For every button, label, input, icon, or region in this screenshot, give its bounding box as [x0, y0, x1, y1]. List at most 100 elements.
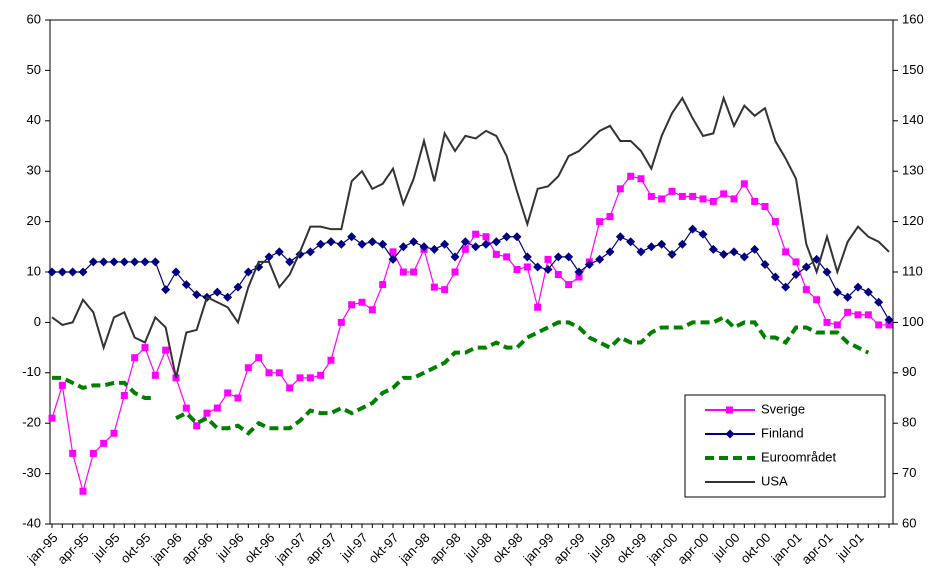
marker: [68, 267, 78, 277]
marker: [410, 268, 418, 276]
marker: [565, 281, 573, 289]
marker: [317, 371, 325, 379]
marker: [233, 282, 243, 292]
y2-tick-label: 160: [902, 11, 924, 26]
y-tick-label: 40: [27, 112, 41, 127]
marker: [719, 249, 729, 259]
marker: [844, 308, 852, 316]
marker: [78, 267, 88, 277]
marker: [399, 268, 407, 276]
x-tick-label: okt-99: [613, 530, 649, 566]
marker: [874, 297, 884, 307]
x-tick-label: apr-96: [178, 530, 215, 567]
marker: [668, 187, 676, 195]
marker: [203, 409, 211, 417]
marker: [760, 259, 770, 269]
x-tick-label: jan-00: [644, 530, 681, 567]
marker: [781, 282, 791, 292]
marker: [430, 283, 438, 291]
marker: [471, 242, 481, 252]
marker: [367, 237, 377, 247]
marker: [543, 264, 553, 274]
marker: [751, 197, 759, 205]
marker: [326, 237, 336, 247]
marker: [337, 318, 345, 326]
marker: [306, 374, 314, 382]
marker: [637, 175, 645, 183]
marker: [491, 237, 501, 247]
marker: [441, 286, 449, 294]
x-tick-label: okt-96: [241, 530, 277, 566]
y2-tick-label: 70: [902, 465, 916, 480]
legend-marker: [726, 406, 733, 414]
y-tick-label: -10: [22, 364, 41, 379]
marker: [739, 252, 749, 262]
marker: [627, 172, 635, 180]
marker: [451, 268, 459, 276]
marker: [48, 414, 56, 422]
marker: [833, 321, 841, 329]
marker: [554, 271, 562, 279]
marker: [854, 311, 862, 319]
marker: [791, 270, 801, 280]
y-tick-label: -40: [22, 515, 41, 530]
marker: [234, 394, 242, 402]
y2-tick-label: 110: [902, 263, 923, 278]
x-tick-label: okt-97: [365, 530, 401, 566]
marker: [884, 315, 894, 325]
marker: [58, 381, 66, 389]
marker: [667, 249, 677, 259]
marker: [193, 422, 201, 430]
marker: [296, 374, 304, 382]
marker: [720, 190, 728, 198]
x-tick-label: jan-97: [272, 530, 309, 567]
marker: [657, 239, 667, 249]
marker: [109, 257, 119, 267]
x-tick-label: jan-95: [24, 530, 61, 567]
marker: [99, 257, 109, 267]
marker: [378, 239, 388, 249]
marker: [802, 286, 810, 294]
marker: [255, 354, 263, 362]
marker: [761, 202, 769, 210]
legend-label: Sverige: [761, 401, 805, 416]
marker: [368, 306, 376, 314]
marker: [450, 252, 460, 262]
marker: [512, 232, 522, 242]
marker: [47, 267, 57, 277]
series-line: [51, 94, 890, 379]
x-tick-label: apr-99: [550, 530, 587, 567]
marker: [606, 213, 614, 221]
y2-tick-label: 140: [902, 112, 924, 127]
marker: [265, 369, 273, 377]
marker: [181, 280, 191, 290]
marker: [605, 247, 615, 257]
marker: [79, 487, 87, 495]
x-tick-label: okt-98: [489, 530, 525, 566]
marker: [140, 257, 150, 267]
marker: [305, 247, 315, 257]
marker: [131, 354, 139, 362]
marker: [440, 239, 450, 249]
marker: [89, 449, 97, 457]
marker: [729, 247, 739, 257]
series-line: [52, 314, 870, 436]
marker: [782, 248, 790, 256]
marker: [161, 285, 171, 295]
marker: [853, 282, 863, 292]
marker: [212, 287, 222, 297]
marker: [792, 258, 800, 266]
x-tick-label: jul-00: [709, 530, 743, 564]
marker: [316, 239, 326, 249]
marker: [460, 237, 470, 247]
marker: [150, 257, 160, 267]
x-tick-label: jul-96: [213, 530, 247, 564]
y2-tick-label: 150: [902, 62, 924, 77]
marker: [192, 290, 202, 300]
marker: [616, 185, 624, 193]
marker: [347, 232, 357, 242]
marker: [689, 192, 697, 200]
y-tick-label: 60: [27, 11, 41, 26]
x-tick-label: jul-95: [89, 530, 123, 564]
